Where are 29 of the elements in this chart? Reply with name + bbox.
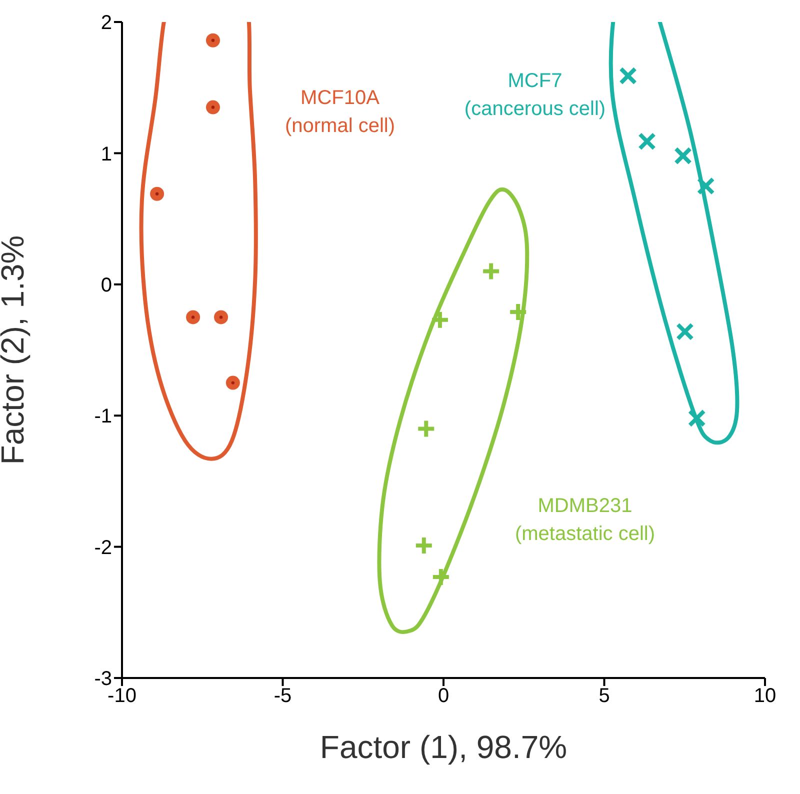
y-tick-label: 2: [100, 12, 112, 34]
point: [416, 418, 436, 439]
point: [638, 132, 656, 150]
text: MDMB231 (metastatic cell): [514, 494, 656, 547]
point: [674, 146, 692, 165]
y-tick-label: -2: [94, 536, 112, 559]
point: [688, 409, 706, 428]
x-axis-title: Factor (1), 98.7%: [320, 729, 568, 765]
point: [214, 310, 228, 324]
x-tick-label: -5: [274, 685, 292, 708]
x-tick-label: 0: [438, 685, 450, 708]
text: MCF10A (normal cell): [284, 86, 396, 139]
point: [206, 33, 220, 48]
point: [676, 322, 694, 341]
x-tick-label: 5: [598, 685, 610, 708]
point: [481, 261, 502, 282]
point: [226, 376, 240, 390]
y-tick-label: 0: [100, 274, 112, 296]
point: [430, 310, 450, 330]
y-axis-title: Factor (2), 1.3%: [0, 235, 30, 465]
point: [206, 100, 220, 114]
y-tick-label: 1: [100, 143, 112, 166]
point: [696, 177, 715, 195]
series-label: MCF7 (cancerous cell): [463, 69, 607, 122]
point: [150, 186, 164, 201]
point: [619, 66, 638, 85]
point: [186, 310, 200, 324]
x-tick-label: 10: [754, 685, 776, 708]
y-tick-label: -1: [94, 406, 112, 428]
